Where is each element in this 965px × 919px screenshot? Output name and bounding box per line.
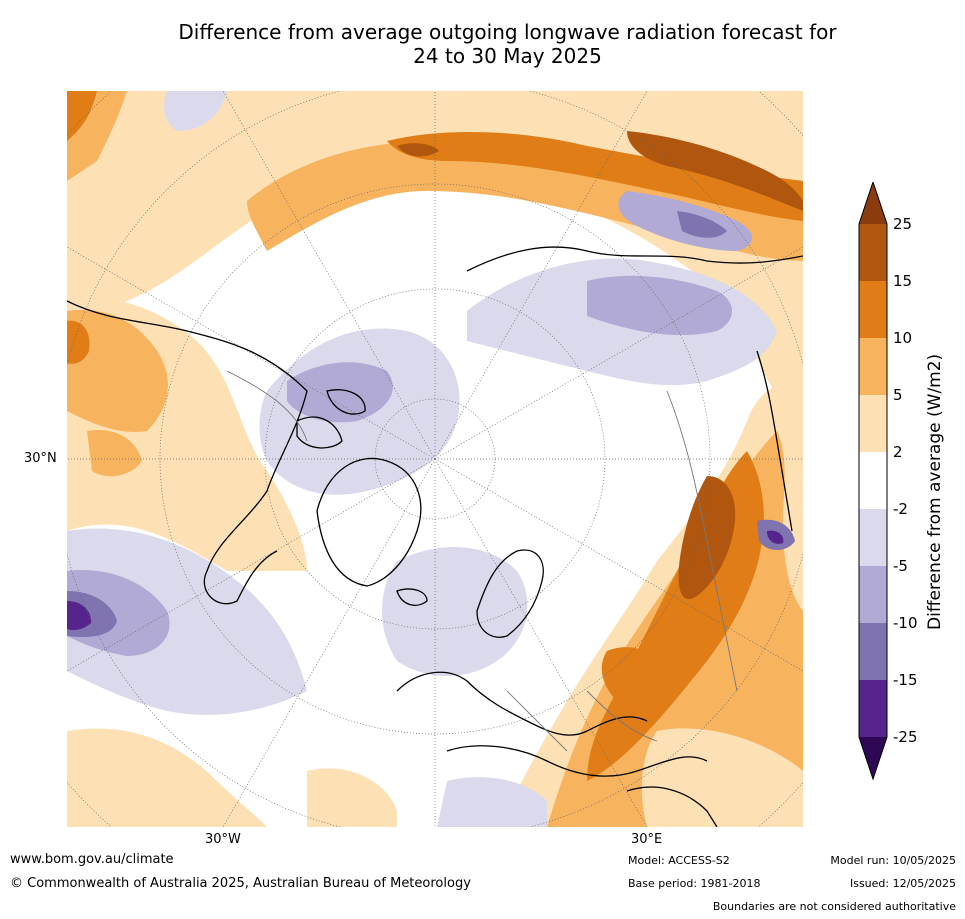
colorbar-bin-2-5: [859, 395, 887, 452]
coastline-greenland: [316, 457, 422, 587]
title-line-2: 24 to 30 May 2025: [413, 44, 602, 68]
coastline-arabia: [626, 786, 718, 827]
anomaly-pos-siberia-max: [627, 131, 803, 211]
anomaly-pos-asia-max: [678, 476, 736, 600]
anomaly-pos-gulf: [87, 430, 142, 477]
coastlines: [67, 246, 803, 827]
lon-label-30w: 30°W: [205, 832, 241, 847]
colorbar-bin-neg2-2: [859, 452, 887, 509]
anomaly-neg-atlantic-max: [67, 601, 92, 631]
anomaly-pos-alaska-core: [67, 320, 90, 364]
colorbar-top-arrow: [859, 182, 887, 224]
colorbar-bin-15-25: [859, 224, 887, 281]
colorbar-tick-neg2: -2: [893, 500, 908, 518]
footer-website: www.bom.gov.au/climate: [10, 852, 174, 867]
anomaly-neg-siberia-core: [587, 275, 732, 336]
colorbar-label-text: Difference from average (W/m2): [925, 353, 945, 630]
footer-issued: Issued: 12/05/2025: [849, 877, 956, 890]
colorbar-bin-neg15-neg10: [859, 623, 887, 680]
anomaly-pos-subtropical: [67, 728, 267, 827]
coastline-east-asia: [756, 350, 793, 532]
colorbar-bin-5-10: [859, 338, 887, 395]
title-line-1: Difference from average outgoing longwav…: [178, 20, 837, 44]
polar-map: [67, 91, 803, 827]
colorbar-tick-neg10: -10: [893, 614, 918, 632]
footer-copyright: © Commonwealth of Australia 2025, Austra…: [10, 876, 471, 891]
anomaly-pos-nw-corner-core: [67, 91, 97, 141]
lon-label-30e: 30°E: [631, 832, 663, 847]
colorbar-tick-neg25: -25: [893, 728, 918, 746]
footer-model-run: Model run: 10/05/2025: [830, 854, 956, 867]
colorbar-tick-neg5: -5: [893, 557, 908, 575]
footer-model: Model: ACCESS-S2: [628, 854, 730, 867]
graticule: [67, 91, 803, 827]
colorbar-tick-10: 10: [893, 329, 913, 347]
anomaly-pos-north-atlantic: [307, 768, 397, 827]
coastline-europe: [396, 671, 648, 736]
colorbar-bottom-arrow: [859, 737, 887, 779]
footer-disclaimer: Boundaries are not considered authoritat…: [712, 900, 956, 913]
coastline-north-america: [67, 300, 308, 605]
anomaly-neg-canadian-arctic-core: [287, 362, 393, 423]
coastline-canada-islands: [296, 389, 366, 449]
colorbar-label: Difference from average (W/m2): [925, 354, 955, 630]
anomaly-pos-north-america-mid: [67, 310, 168, 432]
anomaly-neg-atlantic: [67, 528, 307, 715]
colorbar-tick-5: 5: [893, 386, 903, 404]
anomaly-neg-east-asia-core: [677, 211, 727, 238]
anomaly-pos-small-core: [397, 143, 439, 157]
colorbar-bin-neg10-neg5: [859, 566, 887, 623]
anomaly-pos-pacific-arc-core: [387, 131, 803, 221]
anomaly-pos-mediterranean: [601, 647, 667, 705]
colorbar: [858, 182, 888, 781]
colorbar-outline: [858, 182, 888, 781]
coastline-eurasia-north: [466, 246, 803, 272]
colorbar-bin-neg5-neg2: [859, 509, 887, 566]
coastline-iceland: [396, 588, 428, 606]
colorbar-tick-25: 25: [893, 215, 913, 233]
anomaly-neg-mediterranean-south: [437, 777, 547, 827]
anomaly-pos-arabia: [641, 728, 803, 827]
colorbar-bin-10-15: [859, 281, 887, 338]
anomaly-neg-europe: [382, 547, 528, 676]
colorbar-tick-2: 2: [893, 443, 903, 461]
coastline-mediterranean: [446, 745, 708, 777]
borders: [226, 370, 738, 752]
chart-title: Difference from average outgoing longwav…: [100, 20, 915, 68]
colorbar-tick-neg15: -15: [893, 671, 918, 689]
lat-label-30n: 30°N: [24, 451, 57, 466]
anomaly-neg-pacific-top: [164, 91, 227, 131]
footer-base-period: Base period: 1981-2018: [628, 877, 761, 890]
coastline-scandinavia: [476, 549, 544, 638]
colorbar-bin-neg25-neg15: [859, 680, 887, 737]
colorbar-tick-15: 15: [893, 272, 913, 290]
anomaly-neg-japan-core: [767, 530, 784, 544]
